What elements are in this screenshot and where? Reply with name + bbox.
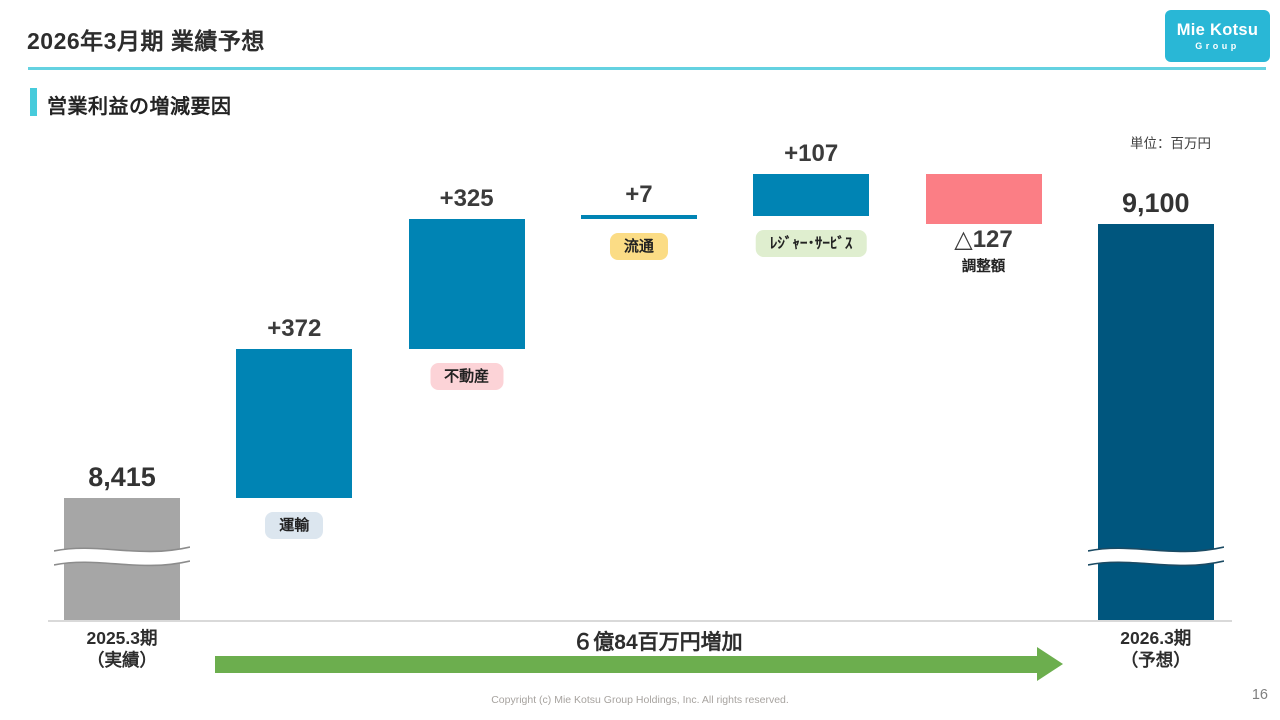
bar-distribution-tag: 流通 bbox=[609, 233, 668, 261]
title-divider bbox=[28, 67, 1266, 70]
bar-2026-forecast bbox=[1097, 224, 1214, 620]
section-accent-bar bbox=[30, 88, 37, 116]
bar-real-estate-value: +325 bbox=[439, 185, 494, 213]
bar-leisure-service-tag: ﾚｼﾞｬｰ･ｻｰﾋﾞｽ bbox=[755, 230, 867, 258]
bar-2025-actual-value: 8,415 bbox=[88, 462, 156, 492]
bar-2026-forecast-axis-line1: 2026.3期 bbox=[1120, 628, 1192, 648]
increase-arrow-head-icon bbox=[1037, 647, 1063, 681]
logo-text-secondary: Group bbox=[1195, 41, 1240, 51]
bar-real-estate-tag: 不動産 bbox=[430, 363, 504, 391]
bar-adjustment-value: △127 bbox=[954, 226, 1013, 254]
bar-distribution-value: +7 bbox=[625, 181, 653, 209]
bar-2025-actual-axis-line1: 2025.3期 bbox=[86, 628, 158, 648]
page-number: 16 bbox=[1251, 687, 1268, 703]
bar-2025-actual-axis-line2: （実績） bbox=[87, 650, 157, 670]
bar-distribution bbox=[580, 215, 697, 220]
bar-2026-forecast-axis-label: 2026.3期 （予想） bbox=[1120, 627, 1191, 671]
logo-text-primary: Mie Kotsu bbox=[1176, 21, 1259, 39]
bar-transport-value: +372 bbox=[267, 315, 322, 343]
chart-baseline bbox=[48, 620, 1232, 622]
bar-leisure-service bbox=[753, 173, 870, 217]
company-logo: Mie Kotsu Group bbox=[1165, 10, 1270, 62]
unit-label: 単位：百万円 bbox=[1130, 136, 1211, 151]
footer-copyright: Copyright (c) Mie Kotsu Group Holdings, … bbox=[491, 694, 789, 706]
section-heading: 営業利益の増減要因 bbox=[47, 96, 232, 118]
bar-adjustment-sub-label: 調整額 bbox=[961, 259, 1006, 276]
bar-leisure-service-value: +107 bbox=[784, 139, 839, 167]
bar-real-estate bbox=[408, 219, 525, 350]
bar-transport-tag: 運輸 bbox=[265, 512, 324, 539]
increase-arrow-body bbox=[215, 656, 1037, 673]
bar-transport bbox=[236, 349, 353, 498]
page-title: 2026年3月期 業績予想 bbox=[27, 28, 265, 54]
bar-adjustment bbox=[925, 173, 1042, 225]
bar-2026-forecast-value: 9,100 bbox=[1122, 188, 1190, 218]
bar-2025-actual-axis-label: 2025.3期 （実績） bbox=[86, 627, 157, 671]
bar-2026-forecast-axis-line2: （予想） bbox=[1120, 650, 1191, 670]
increase-arrow-label: ６億84百万円増加 bbox=[572, 631, 743, 654]
bar-2025-actual bbox=[64, 498, 180, 620]
